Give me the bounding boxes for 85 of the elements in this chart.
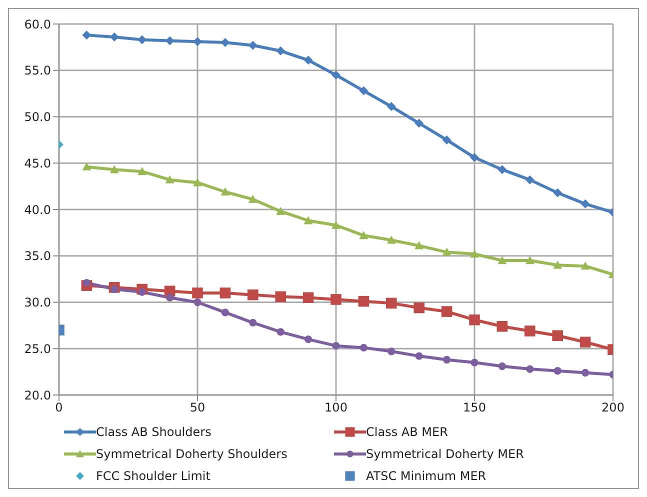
point xyxy=(330,294,342,305)
point xyxy=(470,250,479,258)
point xyxy=(194,298,202,306)
x-tick-label: 150 xyxy=(463,400,486,415)
point xyxy=(496,320,508,332)
y-tick-label: 60.0 xyxy=(24,17,51,32)
point xyxy=(580,199,590,208)
legend-label: ATSC Minimum MER xyxy=(366,469,486,483)
point xyxy=(82,278,91,287)
point xyxy=(470,153,479,162)
point xyxy=(82,162,92,170)
x-tick-label: 0 xyxy=(55,400,63,415)
point xyxy=(442,135,452,144)
point xyxy=(304,216,313,224)
point xyxy=(220,187,230,196)
point xyxy=(386,102,396,112)
point xyxy=(359,230,368,240)
point xyxy=(166,294,174,302)
point xyxy=(525,256,534,264)
point xyxy=(138,166,147,176)
point xyxy=(221,308,230,316)
point xyxy=(580,336,591,348)
point xyxy=(165,175,174,184)
point xyxy=(276,206,286,215)
point xyxy=(470,358,478,366)
point xyxy=(498,165,507,174)
point xyxy=(110,165,119,174)
point xyxy=(332,220,340,229)
point xyxy=(386,236,396,244)
y-tick-label: 45.0 xyxy=(24,156,51,170)
point xyxy=(580,262,590,270)
point xyxy=(248,194,258,203)
point xyxy=(526,365,534,373)
legend-label: Symmetrical Doherty MER xyxy=(366,447,524,461)
point xyxy=(249,318,257,326)
y-tick-label: 20.0 xyxy=(24,388,51,402)
point xyxy=(304,56,313,65)
point xyxy=(414,241,424,250)
point xyxy=(553,260,562,269)
y-tick-label: 50.0 xyxy=(24,110,51,124)
point xyxy=(358,296,370,307)
point xyxy=(332,342,340,350)
point xyxy=(442,248,452,256)
point xyxy=(581,368,590,377)
point xyxy=(276,328,284,336)
x-tick-label: 200 xyxy=(602,400,624,415)
point xyxy=(302,292,314,304)
point xyxy=(220,38,230,48)
point xyxy=(442,356,451,364)
y-tick-label: 25.0 xyxy=(24,342,51,356)
legend-label: Class AB MER xyxy=(366,425,448,439)
point xyxy=(525,175,534,184)
point xyxy=(469,314,480,326)
y-tick-label: 40.0 xyxy=(24,202,51,217)
legend-label: Symmetrical Doherty Shoulders xyxy=(96,447,288,461)
point xyxy=(498,362,506,370)
point xyxy=(220,288,231,298)
point xyxy=(388,348,396,356)
legend-label: FCC Shoulder Limit xyxy=(96,469,210,483)
point xyxy=(332,70,340,80)
point xyxy=(554,367,562,375)
point xyxy=(192,288,203,298)
x-tick-label: 50 xyxy=(190,400,206,415)
point xyxy=(415,352,423,360)
point xyxy=(414,118,424,128)
point xyxy=(414,302,424,314)
point xyxy=(193,178,202,186)
point xyxy=(524,326,536,336)
point xyxy=(498,256,507,264)
point xyxy=(441,306,452,317)
point xyxy=(552,330,563,342)
point xyxy=(276,46,286,56)
point xyxy=(304,336,312,344)
point xyxy=(553,188,562,198)
y-tick-label: 35.0 xyxy=(24,249,51,264)
point xyxy=(110,285,118,294)
point xyxy=(275,291,286,302)
point xyxy=(248,289,258,300)
y-tick-label: 55.0 xyxy=(24,64,51,78)
x-tick-label: 100 xyxy=(324,400,348,415)
point xyxy=(386,298,397,309)
point xyxy=(359,86,368,96)
y-tick-label: 30.0 xyxy=(24,296,51,310)
point xyxy=(360,344,368,352)
legend-label: Class AB Shoulders xyxy=(96,425,212,439)
